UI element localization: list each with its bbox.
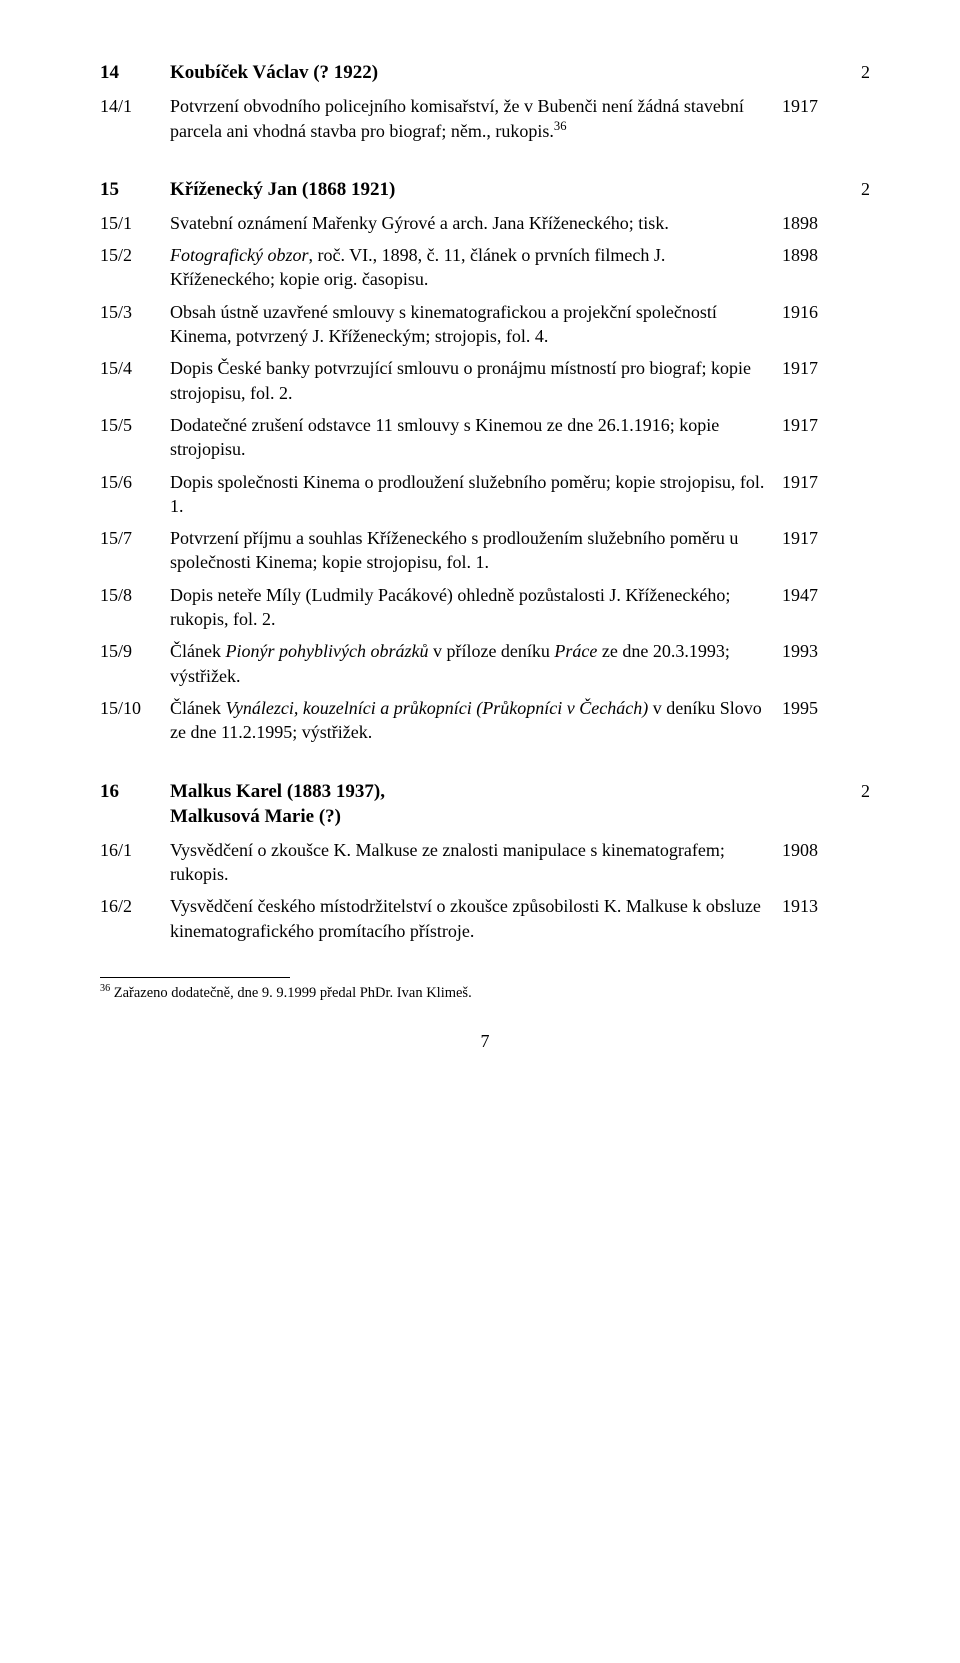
entry-row: 15/4 Dopis České banky potvrzující smlou… <box>100 356 870 405</box>
entry-text: Potvrzení příjmu a souhlas Kříženeckého … <box>170 526 782 575</box>
entry-row: 15/9 Článek Pionýr pohyblivých obrázků v… <box>100 639 870 688</box>
entry-text: Vysvědčení o zkoušce K. Malkuse ze znalo… <box>170 838 782 887</box>
entry-row: 15/7 Potvrzení příjmu a souhlas Kříženec… <box>100 526 870 575</box>
section-15: 15 Kříženecký Jan (1868 1921) 2 15/1 Sva… <box>100 177 870 744</box>
entry-text: Článek Pionýr pohyblivých obrázků v příl… <box>170 639 782 688</box>
entry-row: 15/3 Obsah ústně uzavřené smlouvy s kine… <box>100 300 870 349</box>
entry-text: Dopis společnosti Kinema o prodloužení s… <box>170 470 782 519</box>
entry-num: 15/10 <box>100 696 170 720</box>
entry-year: 1917 <box>782 413 842 437</box>
entry-text: Článek Vynálezci, kouzelníci a průkopníc… <box>170 696 782 745</box>
entry-year: 1947 <box>782 583 842 607</box>
entry-year: 1917 <box>782 470 842 494</box>
entry-year: 1898 <box>782 211 842 235</box>
entry-year: 1917 <box>782 526 842 550</box>
footnote: 36 Zařazeno dodatečně, dne 9. 9.1999 pře… <box>100 982 870 1003</box>
section-15-heading: 15 Kříženecký Jan (1868 1921) 2 <box>100 177 870 203</box>
entry-row: 15/5 Dodatečné zrušení odstavce 11 smlou… <box>100 413 870 462</box>
entry-num: 15/1 <box>100 211 170 235</box>
entry-text: Svatební oznámení Mařenky Gýrové a arch.… <box>170 211 782 235</box>
entry-num: 15/4 <box>100 356 170 380</box>
entry-row: 15/10 Článek Vynálezci, kouzelníci a prů… <box>100 696 870 745</box>
entry-row: 15/6 Dopis společnosti Kinema o prodlouž… <box>100 470 870 519</box>
heading-box: 2 <box>842 177 870 201</box>
entry-num: 16/2 <box>100 894 170 918</box>
heading-number: 15 <box>100 177 170 203</box>
entry-row: 15/8 Dopis neteře Míly (Ludmily Pacákové… <box>100 583 870 632</box>
entry-num: 14/1 <box>100 94 170 118</box>
entry-num: 15/7 <box>100 526 170 550</box>
entry-year: 1916 <box>782 300 842 324</box>
heading-box: 2 <box>842 779 870 803</box>
heading-title: Koubíček Václav (? 1922) <box>170 60 782 86</box>
heading-number: 16 <box>100 779 170 805</box>
section-16: 16 Malkus Karel (1883 1937), Malkusová M… <box>100 779 870 943</box>
heading-title: Malkus Karel (1883 1937), Malkusová Mari… <box>170 779 782 830</box>
entry-year: 1898 <box>782 243 842 267</box>
heading-number: 14 <box>100 60 170 86</box>
entry-num: 15/3 <box>100 300 170 324</box>
entry-text: Potvrzení obvodního policejního komisařs… <box>170 94 782 144</box>
entry-year: 1995 <box>782 696 842 720</box>
entry-text: Dopis České banky potvrzující smlouvu o … <box>170 356 782 405</box>
entry-row: 14/1 Potvrzení obvodního policejního kom… <box>100 94 870 144</box>
entry-text: Obsah ústně uzavřené smlouvy s kinematog… <box>170 300 782 349</box>
entry-year: 1917 <box>782 94 842 118</box>
entry-text: Fotografický obzor, roč. VI., 1898, č. 1… <box>170 243 782 292</box>
section-16-heading: 16 Malkus Karel (1883 1937), Malkusová M… <box>100 779 870 830</box>
entry-text: Dodatečné zrušení odstavce 11 smlouvy s … <box>170 413 782 462</box>
entry-row: 16/2 Vysvědčení českého místodržitelství… <box>100 894 870 943</box>
entry-year: 1913 <box>782 894 842 918</box>
footnote-ref: 36 <box>554 119 567 133</box>
entry-year: 1993 <box>782 639 842 663</box>
entry-num: 15/8 <box>100 583 170 607</box>
heading-title: Kříženecký Jan (1868 1921) <box>170 177 782 203</box>
entry-num: 16/1 <box>100 838 170 862</box>
page-number: 7 <box>100 1029 870 1053</box>
entry-year: 1908 <box>782 838 842 862</box>
heading-box: 2 <box>842 60 870 84</box>
footnote-separator <box>100 977 290 978</box>
section-14-heading: 14 Koubíček Václav (? 1922) 2 <box>100 60 870 86</box>
entry-row: 16/1 Vysvědčení o zkoušce K. Malkuse ze … <box>100 838 870 887</box>
entry-row: 15/1 Svatební oznámení Mařenky Gýrové a … <box>100 211 870 235</box>
entry-year: 1917 <box>782 356 842 380</box>
entry-row: 15/2 Fotografický obzor, roč. VI., 1898,… <box>100 243 870 292</box>
entry-text: Vysvědčení českého místodržitelství o zk… <box>170 894 782 943</box>
entry-text: Dopis neteře Míly (Ludmily Pacákové) ohl… <box>170 583 782 632</box>
section-14: 14 Koubíček Václav (? 1922) 2 14/1 Potvr… <box>100 60 870 143</box>
entry-num: 15/5 <box>100 413 170 437</box>
entry-num: 15/9 <box>100 639 170 663</box>
entry-num: 15/2 <box>100 243 170 267</box>
entry-num: 15/6 <box>100 470 170 494</box>
